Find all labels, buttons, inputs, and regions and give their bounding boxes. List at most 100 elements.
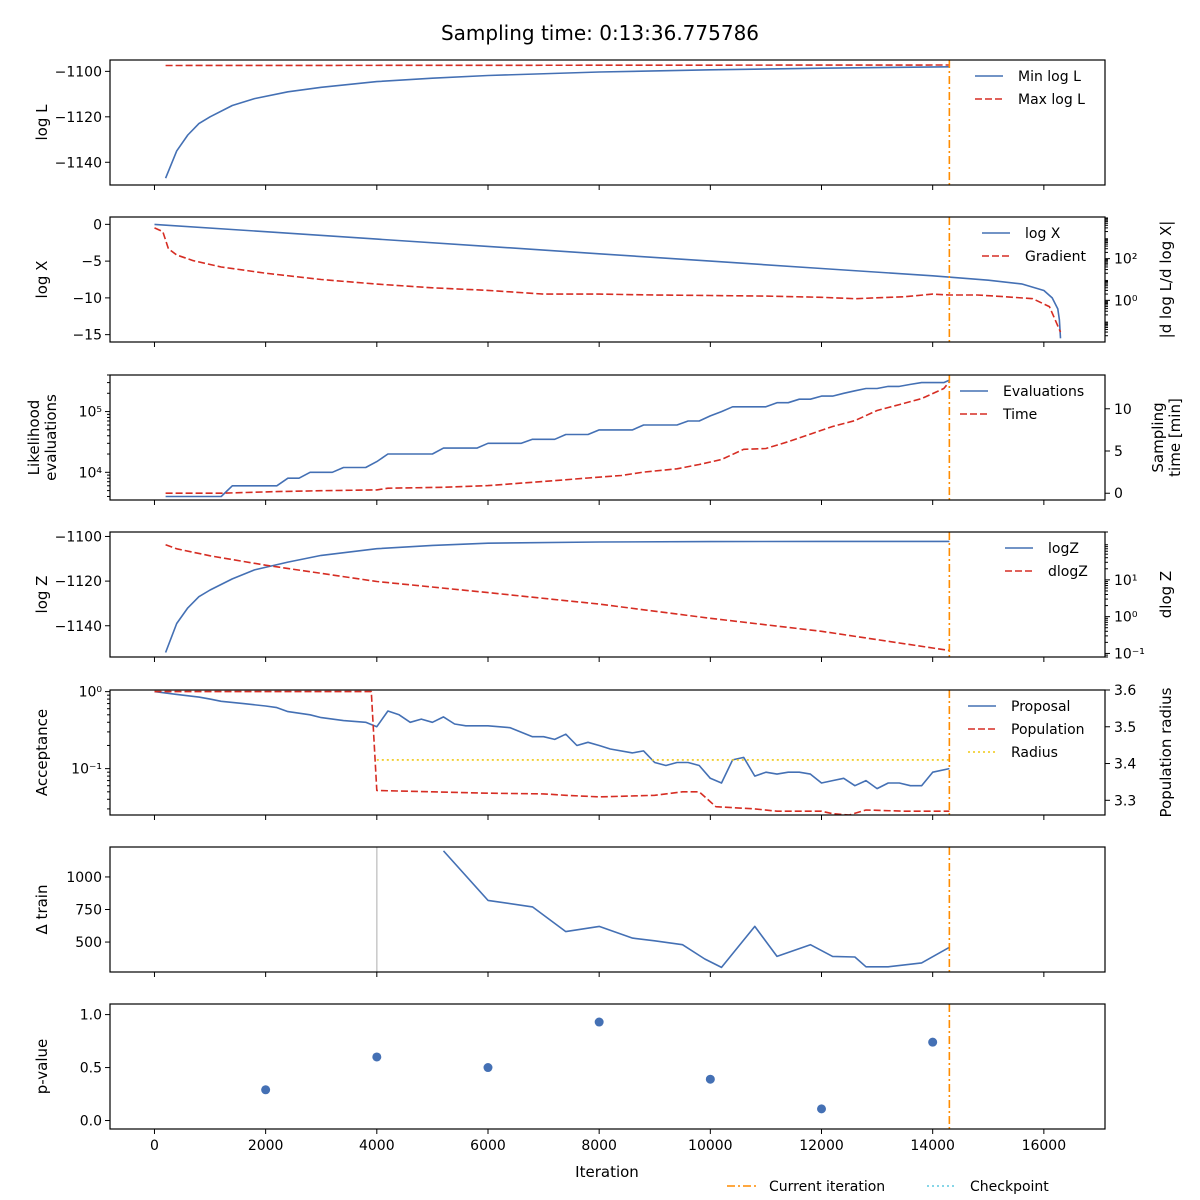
left-axis-label: log Z	[33, 576, 51, 614]
x-tick-label: 10000	[688, 1138, 733, 1154]
data-point	[817, 1104, 827, 1114]
legend-label: Radius	[1011, 745, 1058, 761]
x-tick-label: 4000	[359, 1138, 395, 1154]
right-tick-label: 3.3	[1114, 793, 1136, 809]
right-tick-label: 5	[1114, 444, 1123, 460]
data-point	[483, 1063, 493, 1073]
left-tick-label: 10⁵	[79, 405, 102, 421]
left-tick-label: −15	[72, 328, 102, 344]
right-tick-label: 10⁻¹	[1114, 646, 1145, 662]
data-point	[594, 1017, 604, 1027]
right-tick-label: 3.6	[1114, 683, 1136, 699]
series-line-log-x	[154, 223, 1062, 339]
left-axis-label: Likelihoodevaluations	[25, 394, 60, 481]
series-line-time	[165, 381, 951, 495]
left-tick-label: 0	[93, 217, 102, 233]
x-tick-label: 2000	[248, 1138, 284, 1154]
left-tick-label: 1000	[66, 870, 102, 886]
panel-dtrain: 1000 750 500 Δ train	[33, 846, 1106, 977]
series-line-gradient	[154, 227, 1062, 333]
right-tick-label: 10	[1114, 402, 1132, 418]
legend-logX: log X Gradient	[982, 226, 1086, 265]
series-line-evaluations	[165, 379, 950, 498]
axes-frame	[109, 846, 1106, 973]
x-tick-label: 6000	[470, 1138, 506, 1154]
left-tick-label: 1.0	[80, 1008, 102, 1024]
plot-area	[164, 60, 951, 185]
left-axis-label: log X	[33, 261, 51, 299]
legend-label: Proposal	[1011, 699, 1070, 715]
right-tick-label: 10⁰	[1114, 610, 1138, 626]
legend-label-current: Current iteration	[769, 1179, 885, 1195]
data-point	[372, 1052, 382, 1062]
left-tick-label: −1100	[55, 529, 102, 545]
left-tick-label: 500	[75, 935, 102, 951]
plot-area	[154, 690, 951, 815]
x-tick-label: 16000	[1022, 1138, 1067, 1154]
right-tick-label: 0	[1114, 486, 1123, 502]
left-tick-label: −1100	[55, 64, 102, 80]
bottom-legend: Current iteration Checkpoint	[727, 1179, 1049, 1195]
legend-acceptance: Proposal Population Radius	[968, 699, 1085, 761]
left-tick-label: 750	[75, 903, 102, 919]
panel-acceptance: 10⁰ 10⁻¹ 3.6 3.5 3.4 3.3 Acceptance Population …	[33, 683, 1175, 820]
legend-label: Max log L	[1018, 92, 1085, 108]
axes-frame	[109, 216, 1106, 343]
right-tick-label: 10²	[1114, 252, 1137, 268]
series-line-dlogz	[165, 544, 950, 652]
left-tick-label: 0.0	[80, 1114, 102, 1130]
legend-logZ: logZ dlogZ	[1005, 541, 1088, 580]
x-tick-label: 8000	[581, 1138, 617, 1154]
left-axis-label: p-value	[33, 1039, 51, 1095]
legend-label: logZ	[1048, 541, 1079, 557]
panel-evals: 10⁵ 10⁴ 10 5 0 Likelihoodevaluations Samplingt…	[25, 374, 1184, 505]
figure-title: Sampling time: 0:13:36.775786	[441, 21, 759, 45]
legend-evals: Evaluations Time	[960, 384, 1084, 423]
legend-label: Evaluations	[1003, 384, 1084, 400]
x-axis-label: Iteration	[575, 1163, 639, 1181]
data-point	[261, 1085, 271, 1095]
legend-label: dlogZ	[1048, 564, 1088, 580]
x-tick-label: 14000	[910, 1138, 955, 1154]
data-point	[928, 1037, 938, 1047]
left-axis-label: Acceptance	[33, 709, 51, 796]
series-line-proposal	[154, 690, 950, 790]
plot-area	[376, 847, 951, 972]
left-tick-label: 10⁻¹	[71, 762, 102, 778]
right-tick-label: 3.4	[1114, 757, 1136, 773]
right-tick-label: 10¹	[1114, 573, 1137, 589]
left-tick-label: 10⁰	[79, 685, 103, 701]
axes-frame	[109, 1003, 1106, 1130]
plot-area	[165, 375, 951, 500]
series-line-min-log-l	[164, 66, 950, 179]
series-line-max-log-l	[165, 64, 950, 67]
legend-logL: Min log L Max log L	[975, 69, 1085, 108]
x-tick-label: 0	[150, 1138, 159, 1154]
right-tick-label: 3.5	[1114, 720, 1136, 736]
panel-logX: 0 −5 −10 −15 10² 10⁰ log X |d log L/d log X| log…	[33, 216, 1175, 347]
right-axis-label: |d log L/d log X|	[1157, 221, 1175, 339]
left-tick-label: −1120	[55, 110, 102, 126]
left-tick-label: 0.5	[80, 1061, 102, 1077]
panel-logZ: −1100 −1120 −1140 10¹ 10⁰ 10⁻¹ log Z dlog Z logZ…	[33, 529, 1175, 662]
left-axis-label: Δ train	[33, 885, 51, 935]
left-axis-label: log L	[33, 104, 51, 141]
right-axis-label: Samplingtime [min]	[1149, 398, 1184, 477]
plot-area	[164, 532, 951, 657]
right-tick-label: 10⁰	[1114, 293, 1138, 309]
axes-frame	[109, 531, 1106, 658]
axes-frame	[109, 689, 1106, 816]
legend-label-checkpoint: Checkpoint	[970, 1179, 1049, 1195]
right-axis-label: Population radius	[1157, 687, 1175, 817]
legend-label: Time	[1002, 407, 1037, 423]
plot-area	[154, 217, 1062, 342]
left-tick-label: 10⁴	[79, 465, 103, 481]
right-axis-label: dlog Z	[1157, 571, 1175, 618]
left-tick-label: −1140	[55, 619, 102, 635]
left-tick-label: −1120	[55, 574, 102, 590]
x-tick-label: 12000	[799, 1138, 844, 1154]
data-point	[705, 1074, 715, 1084]
axes-frame	[109, 374, 1106, 501]
